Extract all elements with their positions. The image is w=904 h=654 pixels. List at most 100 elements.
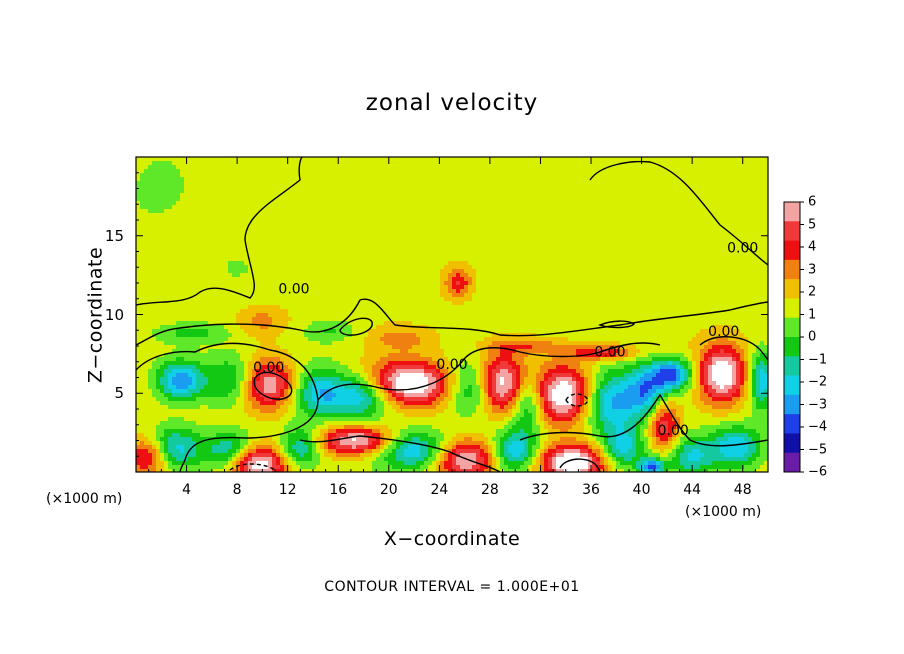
heatmap-cell <box>476 253 481 258</box>
heatmap-cell <box>392 185 397 190</box>
heatmap-cell <box>224 257 229 262</box>
heatmap-cell <box>608 189 613 194</box>
heatmap-cell <box>592 269 597 274</box>
heatmap-cell <box>584 269 589 274</box>
heatmap-cell <box>276 197 281 202</box>
heatmap-cell <box>644 257 649 262</box>
heatmap-cell <box>500 237 505 242</box>
heatmap-cell <box>528 185 533 190</box>
heatmap-cell <box>752 197 757 202</box>
heatmap-cell <box>336 281 341 286</box>
heatmap-cell <box>420 237 425 242</box>
heatmap-cell <box>544 237 549 242</box>
heatmap-cell <box>420 229 425 234</box>
heatmap-cell <box>648 161 653 166</box>
heatmap-cell <box>156 173 161 178</box>
heatmap-cell <box>704 209 709 214</box>
heatmap-cell <box>624 261 629 266</box>
heatmap-cell <box>424 241 429 246</box>
heatmap-cell <box>336 253 341 258</box>
heatmap-cell <box>688 197 693 202</box>
heatmap-cell <box>228 237 233 242</box>
heatmap-cell <box>356 177 361 182</box>
heatmap-cell <box>292 161 297 166</box>
heatmap-cell <box>492 209 497 214</box>
heatmap-cell <box>604 189 609 194</box>
heatmap-cell <box>408 217 413 222</box>
heatmap-cell <box>596 249 601 254</box>
heatmap-cell <box>176 249 181 254</box>
heatmap-cell <box>756 253 761 258</box>
heatmap-cell <box>284 201 289 206</box>
heatmap-cell <box>348 217 353 222</box>
heatmap-cell <box>652 249 657 254</box>
heatmap-cell <box>372 157 377 162</box>
heatmap-cell <box>188 273 193 278</box>
heatmap-cell <box>564 193 569 198</box>
heatmap-cell <box>232 241 237 246</box>
heatmap-cell <box>144 253 149 258</box>
heatmap-cell <box>284 261 289 266</box>
heatmap-cell <box>756 249 761 254</box>
heatmap-cell <box>272 189 277 194</box>
heatmap-cell <box>304 185 309 190</box>
heatmap-cell <box>428 217 433 222</box>
heatmap-cell <box>172 205 177 210</box>
heatmap-cell <box>384 245 389 250</box>
heatmap-cell <box>660 217 665 222</box>
heatmap-cell <box>700 257 705 262</box>
heatmap-cell <box>604 205 609 210</box>
heatmap-cell <box>300 217 305 222</box>
heatmap-cell <box>368 253 373 258</box>
heatmap-cell <box>496 169 501 174</box>
heatmap-cell <box>608 177 613 182</box>
heatmap-cell <box>660 269 665 274</box>
heatmap-cell <box>624 241 629 246</box>
heatmap-cell <box>140 197 145 202</box>
heatmap-cell <box>464 169 469 174</box>
heatmap-cell <box>728 157 733 162</box>
heatmap-cell <box>384 173 389 178</box>
heatmap-cell <box>376 225 381 230</box>
heatmap-cell <box>756 177 761 182</box>
heatmap-cell <box>456 277 461 282</box>
heatmap-cell <box>568 245 573 250</box>
heatmap-cell <box>744 273 749 278</box>
heatmap-cell <box>360 225 365 230</box>
heatmap-cell <box>368 161 373 166</box>
heatmap-cell <box>196 265 201 270</box>
heatmap-cell <box>404 205 409 210</box>
heatmap-cell <box>640 241 645 246</box>
heatmap-cell <box>348 205 353 210</box>
heatmap-cell <box>212 177 217 182</box>
heatmap-cell <box>444 245 449 250</box>
heatmap-cell <box>724 241 729 246</box>
heatmap-cell <box>344 217 349 222</box>
heatmap-cell <box>676 277 681 282</box>
heatmap-cell <box>356 213 361 218</box>
heatmap-cell <box>352 157 357 162</box>
heatmap-cell <box>500 229 505 234</box>
heatmap-cell <box>188 265 193 270</box>
heatmap-cell <box>600 273 605 278</box>
heatmap-cell <box>252 177 257 182</box>
heatmap-cell <box>608 273 613 278</box>
heatmap-cell <box>572 265 577 270</box>
colorbar-tick-label: 3 <box>808 262 817 277</box>
heatmap-cell <box>612 225 617 230</box>
heatmap-cell <box>536 177 541 182</box>
heatmap-cell <box>340 205 345 210</box>
heatmap-cell <box>628 233 633 238</box>
heatmap-cell <box>564 257 569 262</box>
heatmap-cell <box>260 229 265 234</box>
heatmap-cell <box>764 185 768 190</box>
heatmap-cell <box>288 257 293 262</box>
heatmap-cell <box>600 245 605 250</box>
heatmap-cell <box>480 189 485 194</box>
heatmap-cell <box>592 165 597 170</box>
heatmap-cell <box>684 185 689 190</box>
heatmap-cell <box>308 201 313 206</box>
heatmap-cell <box>244 161 249 166</box>
heatmap-cell <box>700 177 705 182</box>
heatmap-cell <box>560 213 565 218</box>
